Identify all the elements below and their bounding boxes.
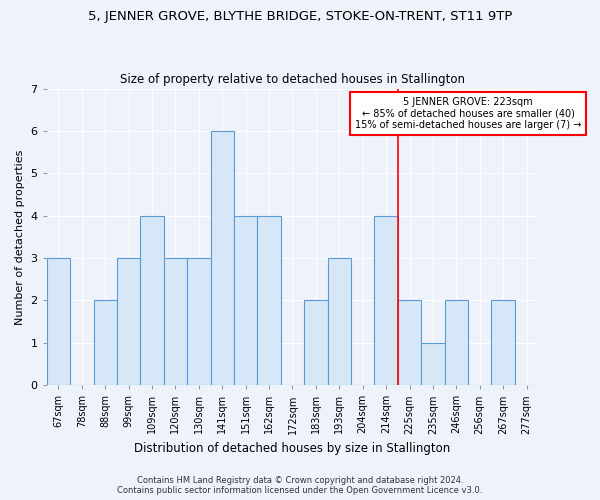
Bar (421, 343, 445, 385)
Y-axis label: Number of detached properties: Number of detached properties (15, 149, 25, 324)
Bar (94, 300, 117, 385)
X-axis label: Distribution of detached houses by size in Stallington: Distribution of detached houses by size … (134, 442, 451, 455)
Bar (164, 258, 187, 385)
Bar (328, 258, 351, 385)
Bar (47, 258, 70, 385)
Title: Size of property relative to detached houses in Stallington: Size of property relative to detached ho… (120, 73, 465, 86)
Text: 5, JENNER GROVE, BLYTHE BRIDGE, STOKE-ON-TRENT, ST11 9TP: 5, JENNER GROVE, BLYTHE BRIDGE, STOKE-ON… (88, 10, 512, 23)
Bar (117, 258, 140, 385)
Bar (374, 216, 398, 385)
Bar (211, 131, 234, 385)
Bar (445, 300, 468, 385)
Bar (398, 300, 421, 385)
Bar (304, 300, 328, 385)
Text: Contains HM Land Registry data © Crown copyright and database right 2024.
Contai: Contains HM Land Registry data © Crown c… (118, 476, 482, 495)
Bar (187, 258, 211, 385)
Bar (257, 216, 281, 385)
Bar (491, 300, 515, 385)
Bar (140, 216, 164, 385)
Bar (234, 216, 257, 385)
Text: 5 JENNER GROVE: 223sqm
← 85% of detached houses are smaller (40)
15% of semi-det: 5 JENNER GROVE: 223sqm ← 85% of detached… (355, 97, 581, 130)
